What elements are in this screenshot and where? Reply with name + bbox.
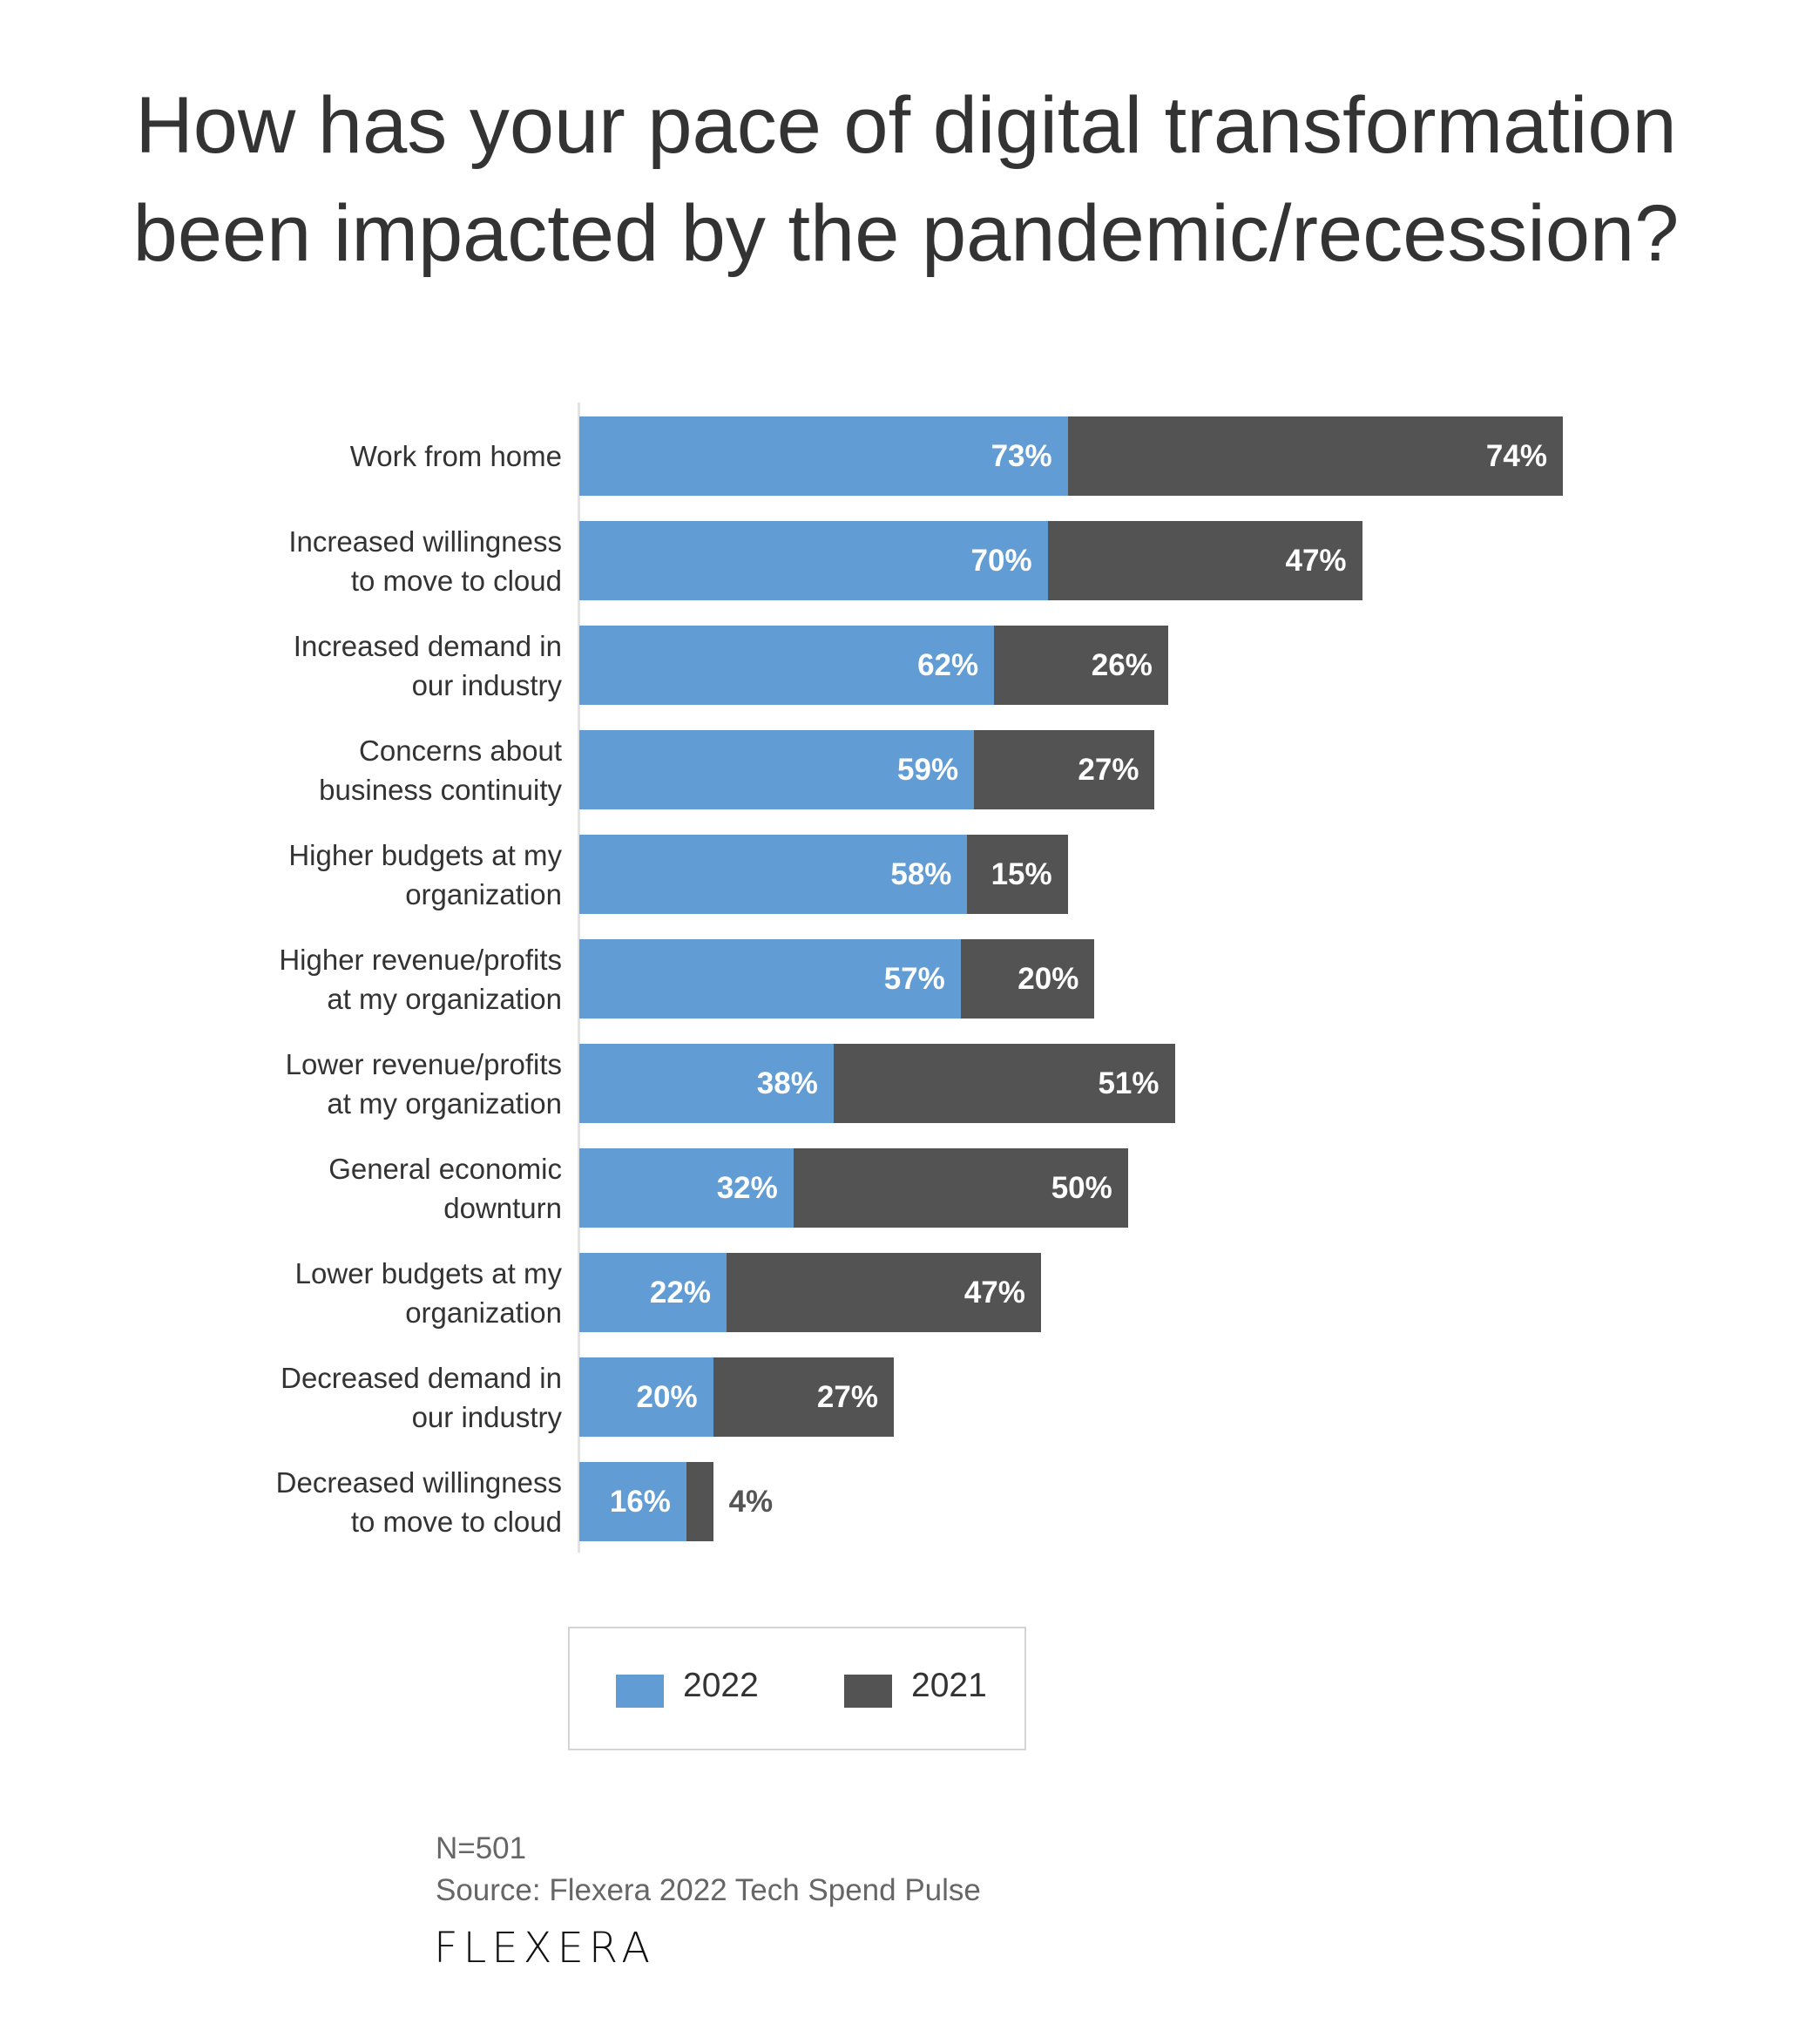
bar-2022 xyxy=(579,521,1048,600)
data-label-2021: 4% xyxy=(728,1485,774,1519)
category-label-line: downturn xyxy=(443,1191,562,1224)
category-label: Lower budgets at my organization xyxy=(126,1254,562,1332)
data-label-2022: 38% xyxy=(756,1066,818,1100)
data-label-2022: 62% xyxy=(917,648,979,682)
data-label-2021: 20% xyxy=(1018,962,1079,996)
bar-2022 xyxy=(579,730,975,809)
bar-2021 xyxy=(833,1044,1175,1123)
data-label-2021: 51% xyxy=(1098,1066,1160,1100)
legend-swatch-2021 xyxy=(844,1675,892,1708)
flexera-logo: FLEXERA xyxy=(434,1924,656,1973)
category-label-line: General economic xyxy=(328,1152,562,1185)
data-label-2021: 47% xyxy=(1285,544,1347,578)
data-label-2021: 27% xyxy=(1078,753,1139,787)
category-label-line: to move to cloud xyxy=(350,564,562,597)
data-label-2021: 50% xyxy=(1051,1171,1112,1205)
category-label-line: to move to cloud xyxy=(350,1505,562,1538)
category-label: Higher budgets at my organization xyxy=(126,836,562,914)
title-line-2: been impacted by the pandemic/recession? xyxy=(132,189,1680,278)
bar-chart: Work from home 73% 74% Increased willingnes… xyxy=(126,403,1563,1553)
data-label-2021: 47% xyxy=(963,1276,1025,1310)
data-label-2021: 74% xyxy=(1485,439,1547,473)
bar-2021 xyxy=(726,1253,1041,1332)
chart-title: How has your pace of digital transformat… xyxy=(0,71,1812,288)
category-label-line: organization xyxy=(405,877,562,910)
category-label-line: Increased demand in xyxy=(293,629,562,662)
bar-2021 xyxy=(974,730,1155,809)
bar-2021 xyxy=(713,1357,894,1437)
bar-2022 xyxy=(579,1253,727,1332)
legend-label-2021: 2021 xyxy=(911,1667,987,1704)
data-label-2022: 58% xyxy=(890,857,952,891)
bar-2021 xyxy=(793,1148,1128,1228)
data-label-2022: 32% xyxy=(716,1171,778,1205)
source-note: Source: Flexera 2022 Tech Spend Pulse xyxy=(436,1873,981,1907)
category-label: Lower revenue/profits at my organization xyxy=(126,1045,562,1123)
category-label-line: Concerns about xyxy=(359,734,562,767)
category-label-line: organization xyxy=(405,1296,562,1329)
data-label-2022: 57% xyxy=(883,962,945,996)
category-label-line: at my organization xyxy=(327,1086,562,1120)
bar-2022 xyxy=(579,835,968,914)
category-label: Higher revenue/profits at my organization xyxy=(126,940,562,1019)
data-label-2021: 27% xyxy=(816,1380,878,1414)
category-label-line: Work from home xyxy=(349,440,562,472)
category-label-line: Decreased willingness xyxy=(275,1465,562,1499)
category-label: Concerns about business continuity xyxy=(126,731,562,809)
data-label-2022: 20% xyxy=(636,1380,698,1414)
sample-size: N=501 xyxy=(436,1831,527,1865)
bar-2022 xyxy=(579,1357,713,1437)
data-label-2022: 22% xyxy=(649,1276,711,1310)
category-label: Increased willingness to move to cloud xyxy=(126,522,562,600)
bar-2022 xyxy=(579,1044,834,1123)
category-label: Work from home xyxy=(126,437,562,476)
bar-2021 xyxy=(960,939,1095,1019)
category-label-line: Lower budgets at my xyxy=(294,1256,562,1289)
category-label-line: Increased willingness xyxy=(288,525,562,558)
bar-2021 xyxy=(967,835,1068,914)
bar-2021 xyxy=(686,1462,713,1541)
category-label-line: business continuity xyxy=(319,773,562,806)
category-label-line: Higher revenue/profits xyxy=(279,943,562,976)
data-label-2022: 59% xyxy=(897,753,959,787)
legend-label-2022: 2022 xyxy=(683,1667,759,1704)
bar-2021 xyxy=(994,626,1168,705)
category-label-line: Decreased demand in xyxy=(281,1361,562,1394)
data-label-2021: 26% xyxy=(1091,648,1153,682)
data-label-2021: 15% xyxy=(991,857,1052,891)
category-label: Decreased demand in our industry xyxy=(126,1358,562,1437)
bar-2022 xyxy=(579,626,995,705)
category-label-line: our industry xyxy=(411,668,562,701)
category-label: Decreased willingness to move to cloud xyxy=(126,1463,562,1541)
data-label-2022: 73% xyxy=(991,439,1052,473)
category-label-line: at my organization xyxy=(327,982,562,1015)
category-label: Increased demand in our industry xyxy=(126,626,562,705)
category-label-line: Higher budgets at my xyxy=(288,838,562,871)
legend-swatch-2022 xyxy=(616,1675,664,1708)
y-axis-line xyxy=(578,403,580,1553)
data-label-2022: 70% xyxy=(970,544,1032,578)
category-label: General economic downturn xyxy=(126,1149,562,1228)
bar-2022 xyxy=(579,416,1068,496)
title-line-1: How has your pace of digital transformat… xyxy=(135,81,1677,170)
data-label-2022: 16% xyxy=(609,1485,671,1519)
legend: 2022 2021 xyxy=(568,1627,1026,1750)
category-label-line: Lower revenue/profits xyxy=(285,1047,562,1080)
bar-2022 xyxy=(579,1148,794,1228)
bar-2022 xyxy=(579,939,961,1019)
bar-2022 xyxy=(579,1462,686,1541)
category-label-line: our industry xyxy=(411,1400,562,1433)
bar-2021 xyxy=(1047,521,1362,600)
bar-2021 xyxy=(1067,416,1563,496)
